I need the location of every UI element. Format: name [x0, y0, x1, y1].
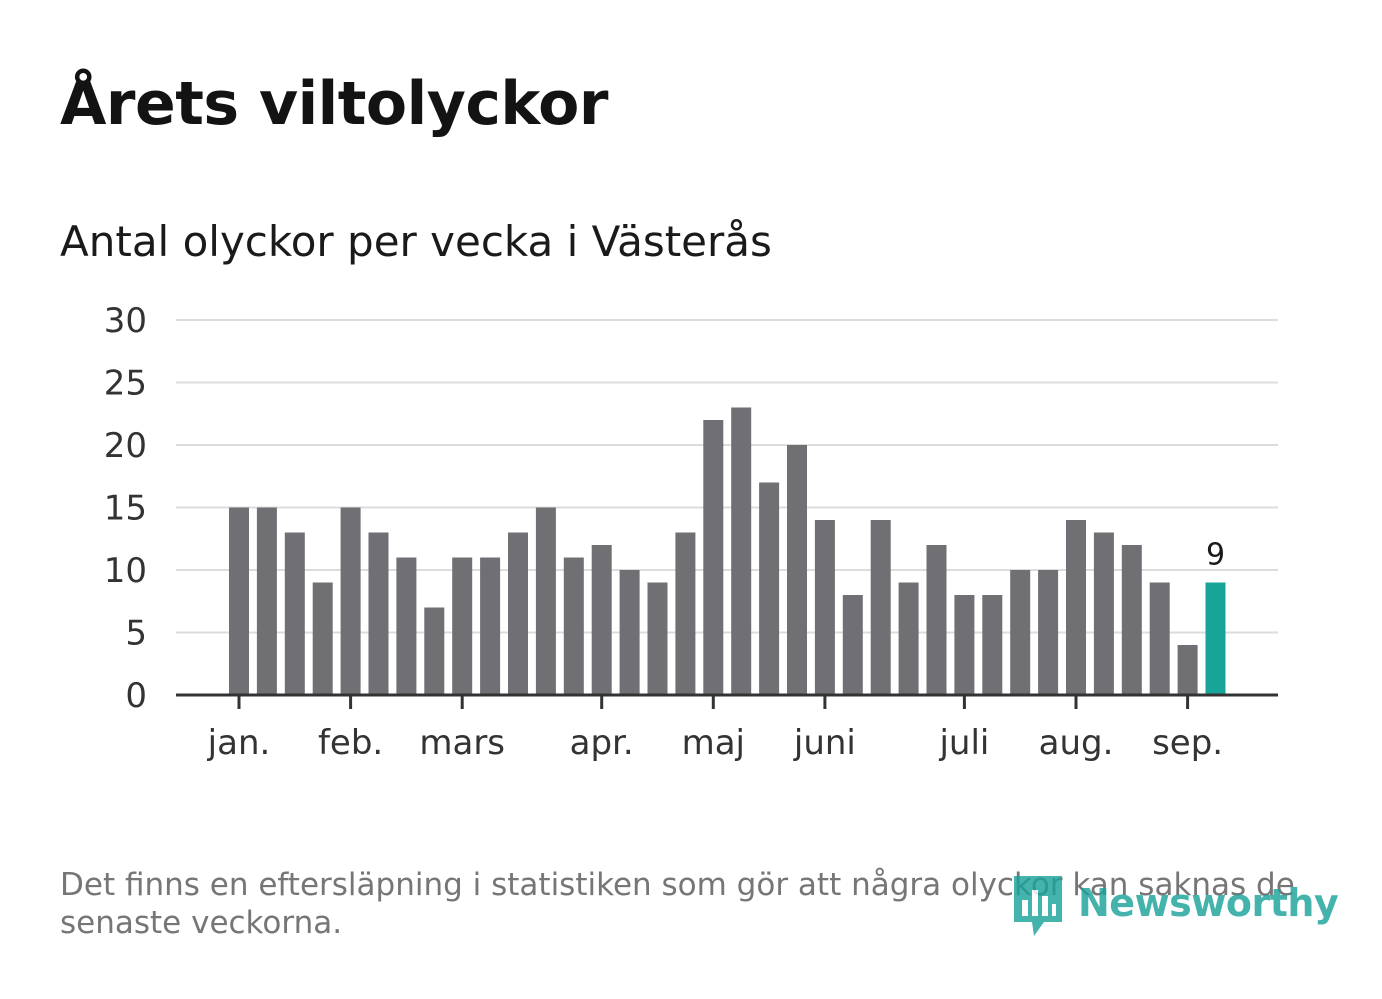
x-tick-label: jan. [207, 723, 271, 763]
bar [396, 557, 417, 695]
bar [1038, 570, 1059, 695]
newsworthy-logo: Newsworthy [1010, 872, 1339, 944]
y-tick-label: 30 [104, 301, 147, 341]
newsworthy-logo-icon [1014, 876, 1062, 936]
x-tick-label: juli [938, 723, 989, 763]
bar [954, 595, 975, 695]
bar [229, 507, 249, 695]
bar [1177, 645, 1198, 695]
y-tick-label: 5 [125, 614, 147, 654]
bar [256, 507, 277, 695]
chart-subtitle: Antal olyckor per vecka i Västerås [60, 217, 772, 266]
chart-title: Årets viltolyckor [60, 69, 609, 139]
bar [898, 582, 919, 695]
footnote: Det finns en eftersläpning i statistiken… [60, 867, 1295, 941]
bar [814, 520, 835, 695]
bars [229, 407, 1226, 695]
x-axis-ticks: jan. feb. mars apr. maj juni juli aug. sep. [207, 695, 1223, 763]
bar [731, 407, 752, 695]
bar [312, 582, 333, 695]
bar [870, 520, 891, 695]
bar [368, 532, 389, 695]
x-tick-label: juni [793, 723, 856, 763]
y-tick-label: 25 [104, 364, 147, 404]
bar-highlighted [1205, 582, 1226, 695]
bar [480, 557, 501, 695]
bar [1066, 520, 1086, 695]
bar [703, 420, 724, 695]
x-tick-label: apr. [570, 723, 634, 763]
bar-chart: 0 5 10 15 20 25 30 9 jan. feb. mars apr. maj juni ju… [104, 301, 1278, 763]
bar [1149, 582, 1170, 695]
y-tick-label: 15 [104, 489, 147, 529]
bar [508, 532, 528, 695]
y-tick-label: 0 [125, 676, 147, 716]
data-label: 9 [1206, 538, 1225, 573]
bar [926, 545, 947, 695]
x-tick-label: mars [419, 723, 505, 763]
x-tick-label: aug. [1039, 723, 1114, 763]
x-tick-label: maj [682, 723, 745, 763]
bar [842, 595, 863, 695]
bar [1093, 532, 1114, 695]
bar [787, 445, 807, 695]
y-tick-label: 20 [104, 426, 147, 466]
bar [647, 582, 668, 695]
data-labels: 9 [1206, 538, 1225, 573]
bar [1010, 570, 1031, 695]
bar [452, 557, 473, 695]
bar [759, 482, 780, 695]
bar [619, 570, 640, 695]
x-tick-label: feb. [318, 723, 383, 763]
bar [340, 507, 361, 695]
bar [424, 607, 445, 695]
bar [563, 557, 584, 695]
y-tick-label: 10 [104, 551, 147, 591]
x-tick-label: sep. [1152, 723, 1223, 763]
brand-name: Newsworthy [1078, 881, 1339, 925]
bar [675, 532, 696, 695]
y-axis-tick-labels: 0 5 10 15 20 25 30 [104, 301, 147, 716]
bar [284, 532, 305, 695]
bar [1121, 545, 1142, 695]
bar [535, 507, 556, 695]
bar [982, 595, 1003, 695]
bar [591, 545, 612, 695]
